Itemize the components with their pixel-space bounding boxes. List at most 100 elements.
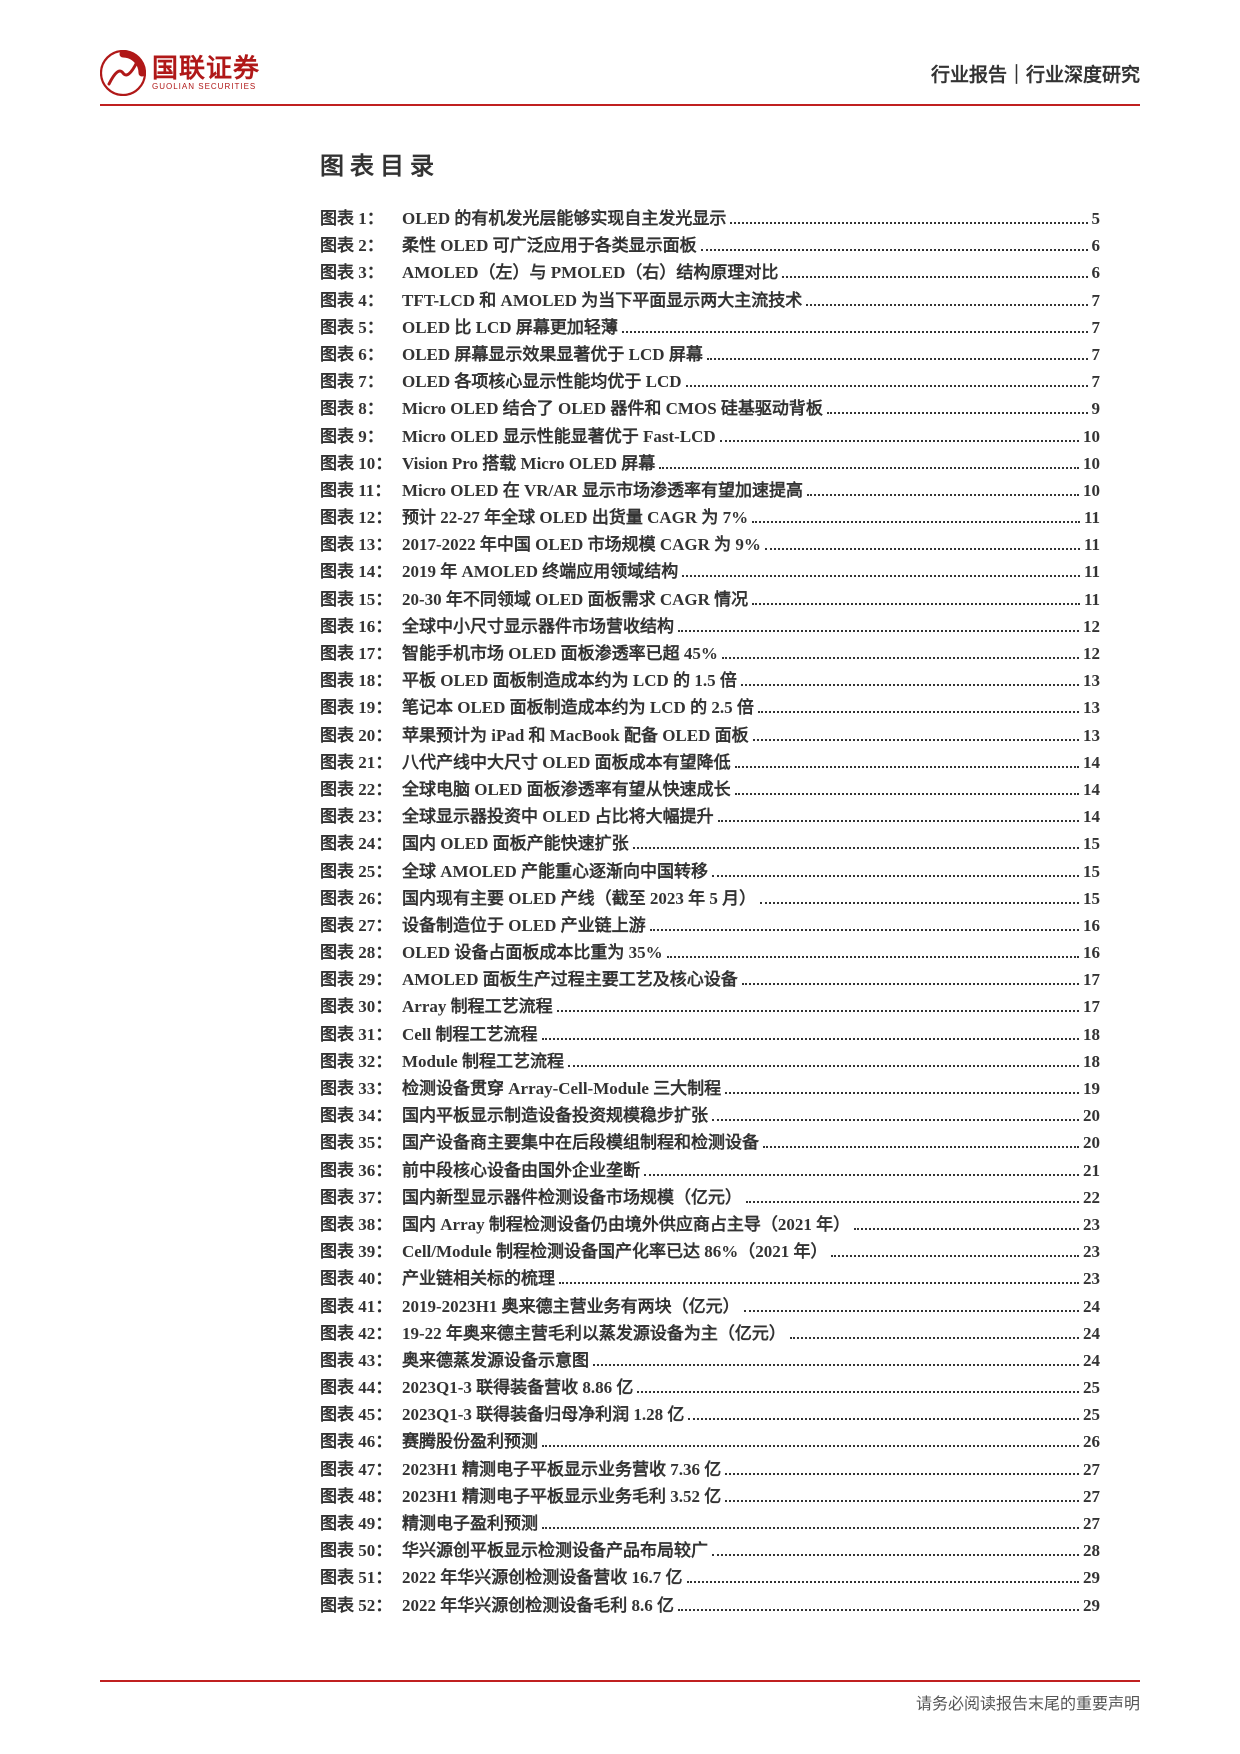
toc-entry: 图表 38：国内 Array 制程检测设备仍由境外供应商占主导（2021 年） …	[320, 1211, 1100, 1238]
toc-entry: 图表 43：奥来德蒸发源设备示意图 24	[320, 1347, 1100, 1374]
toc-entry-page: 13	[1083, 667, 1100, 694]
toc-entry-label: 图表 38：	[320, 1211, 402, 1238]
toc-entry: 图表 50：华兴源创平板显示检测设备产品布局较广 28	[320, 1537, 1100, 1564]
toc-entry-label: 图表 22：	[320, 776, 402, 803]
toc-entry-label: 图表 20：	[320, 722, 402, 749]
toc-entry: 图表 29：AMOLED 面板生产过程主要工艺及核心设备 17	[320, 966, 1100, 993]
toc-entry: 图表 35：国产设备商主要集中在后段模组制程和检测设备 20	[320, 1129, 1100, 1156]
brand-logo: 国联证券 GUOLIAN SECURITIES	[100, 50, 260, 96]
toc-entry-label: 图表 8：	[320, 395, 402, 422]
toc-entry: 图表 18：平板 OLED 面板制造成本约为 LCD 的 1.5 倍 13	[320, 667, 1100, 694]
toc-entry-page: 27	[1083, 1483, 1100, 1510]
toc-entry-title: Cell 制程工艺流程	[402, 1021, 538, 1048]
toc-entry-title: 2022 年华兴源创检测设备营收 16.7 亿	[402, 1564, 683, 1591]
toc-entry-label: 图表 39：	[320, 1238, 402, 1265]
toc-entry-label: 图表 17：	[320, 640, 402, 667]
toc-entry-page: 19	[1083, 1075, 1100, 1102]
toc-entry-label: 图表 40：	[320, 1265, 402, 1292]
toc-entry-label: 图表 37：	[320, 1184, 402, 1211]
toc-entry-page: 12	[1083, 640, 1100, 667]
toc-entry-label: 图表 46：	[320, 1428, 402, 1455]
toc-entry-label: 图表 36：	[320, 1157, 402, 1184]
toc-entry-label: 图表 28：	[320, 939, 402, 966]
toc-leader-dots	[735, 766, 1079, 768]
toc-entry-title: 国产设备商主要集中在后段模组制程和检测设备	[402, 1129, 759, 1156]
toc-entry: 图表 42：19-22 年奥来德主营毛利以蒸发源设备为主（亿元） 24	[320, 1320, 1100, 1347]
toc-entry-title: TFT-LCD 和 AMOLED 为当下平面显示两大主流技术	[402, 287, 802, 314]
toc-leader-dots	[744, 1310, 1079, 1312]
toc-entry-page: 22	[1083, 1184, 1100, 1211]
toc-entry: 图表 40：产业链相关标的梳理 23	[320, 1265, 1100, 1292]
toc-entry-page: 29	[1083, 1564, 1100, 1591]
toc-entry-page: 17	[1083, 993, 1100, 1020]
toc-leader-dots	[741, 684, 1079, 686]
toc-entry-label: 图表 10：	[320, 450, 402, 477]
toc-entry-label: 图表 48：	[320, 1483, 402, 1510]
toc-entry: 图表 48：2023H1 精测电子平板显示业务毛利 3.52 亿 27	[320, 1483, 1100, 1510]
toc-leader-dots	[735, 793, 1079, 795]
toc-leader-dots	[752, 603, 1080, 605]
toc-entry-page: 12	[1083, 613, 1100, 640]
toc-leader-dots	[752, 521, 1080, 523]
toc-entry-page: 21	[1083, 1157, 1100, 1184]
toc-entry-page: 11	[1084, 558, 1100, 585]
toc-entry-title: Vision Pro 搭载 Micro OLED 屏幕	[402, 450, 655, 477]
toc-entry-page: 15	[1083, 858, 1100, 885]
toc-entry-title: 全球电脑 OLED 面板渗透率有望从快速成长	[402, 776, 731, 803]
toc-entry-title: 柔性 OLED 可广泛应用于各类显示面板	[402, 232, 697, 259]
toc-entry-label: 图表 34：	[320, 1102, 402, 1129]
toc-entry-page: 24	[1083, 1320, 1100, 1347]
toc-leader-dots	[644, 1174, 1079, 1176]
toc-leader-dots	[790, 1337, 1079, 1339]
toc-entry-label: 图表 27：	[320, 912, 402, 939]
toc-entry-page: 10	[1083, 450, 1100, 477]
toc-entry-title: 国内新型显示器件检测设备市场规模（亿元）	[402, 1184, 742, 1211]
toc-entry-title: 前中段核心设备由国外企业垄断	[402, 1157, 640, 1184]
toc-entry-label: 图表 45：	[320, 1401, 402, 1428]
toc-entry-title: 2023Q1-3 联得装备营收 8.86 亿	[402, 1374, 633, 1401]
toc-entry-label: 图表 43：	[320, 1347, 402, 1374]
toc-entry-page: 18	[1083, 1021, 1100, 1048]
toc-entry-title: AMOLED 面板生产过程主要工艺及核心设备	[402, 966, 738, 993]
toc-entry: 图表 21：八代产线中大尺寸 OLED 面板成本有望降低 14	[320, 749, 1100, 776]
toc-entry-page: 7	[1092, 287, 1101, 314]
toc-entry: 图表 30：Array 制程工艺流程 17	[320, 993, 1100, 1020]
toc-entry-label: 图表 35：	[320, 1129, 402, 1156]
toc-entry-title: Cell/Module 制程检测设备国产化率已达 86%（2021 年）	[402, 1238, 827, 1265]
toc-leader-dots	[827, 412, 1088, 414]
toc-entry-label: 图表 31：	[320, 1021, 402, 1048]
document-page: 国联证券 GUOLIAN SECURITIES 行业报告｜行业深度研究 图表目录…	[0, 0, 1240, 1754]
toc-entry-title: 平板 OLED 面板制造成本约为 LCD 的 1.5 倍	[402, 667, 737, 694]
toc-entry-title: 设备制造位于 OLED 产业链上游	[402, 912, 646, 939]
toc-entry-title: Micro OLED 显示性能显著优于 Fast-LCD	[402, 423, 716, 450]
toc-entry-page: 23	[1083, 1211, 1100, 1238]
toc-entry: 图表 37：国内新型显示器件检测设备市场规模（亿元） 22	[320, 1184, 1100, 1211]
toc-entry-label: 图表 1：	[320, 205, 402, 232]
toc-entry: 图表 3：AMOLED（左）与 PMOLED（右）结构原理对比 6	[320, 259, 1100, 286]
toc-entry-page: 10	[1083, 423, 1100, 450]
toc-entry: 图表 13：2017-2022 年中国 OLED 市场规模 CAGR 为 9% …	[320, 531, 1100, 558]
toc-entry: 图表 24：国内 OLED 面板产能快速扩张 15	[320, 830, 1100, 857]
toc-entry-label: 图表 6：	[320, 341, 402, 368]
toc-leader-dots	[687, 1581, 1080, 1583]
toc-entry: 图表 39：Cell/Module 制程检测设备国产化率已达 86%（2021 …	[320, 1238, 1100, 1265]
toc-entry: 图表 10：Vision Pro 搭载 Micro OLED 屏幕 10	[320, 450, 1100, 477]
toc-entry-page: 11	[1084, 531, 1100, 558]
toc-entry-title: 2023Q1-3 联得装备归母净利润 1.28 亿	[402, 1401, 684, 1428]
toc-entry-title: Array 制程工艺流程	[402, 993, 553, 1020]
toc-entry-label: 图表 15：	[320, 586, 402, 613]
toc-entry-label: 图表 44：	[320, 1374, 402, 1401]
toc-leader-dots	[568, 1065, 1079, 1067]
toc-leader-dots	[765, 548, 1080, 550]
footer-rule	[100, 1680, 1140, 1682]
toc-entry-title: 国内 Array 制程检测设备仍由境外供应商占主导（2021 年）	[402, 1211, 850, 1238]
toc-entry: 图表 14：2019 年 AMOLED 终端应用领域结构 11	[320, 558, 1100, 585]
toc-leader-dots	[831, 1255, 1079, 1257]
toc-leader-dots	[667, 956, 1079, 958]
toc-entry: 图表 17：智能手机市场 OLED 面板渗透率已超 45% 12	[320, 640, 1100, 667]
toc-entry: 图表 36：前中段核心设备由国外企业垄断 21	[320, 1157, 1100, 1184]
toc-leader-dots	[701, 249, 1088, 251]
toc-leader-dots	[678, 630, 1079, 632]
toc-entry-label: 图表 12：	[320, 504, 402, 531]
toc-entry-title: OLED 比 LCD 屏幕更加轻薄	[402, 314, 618, 341]
